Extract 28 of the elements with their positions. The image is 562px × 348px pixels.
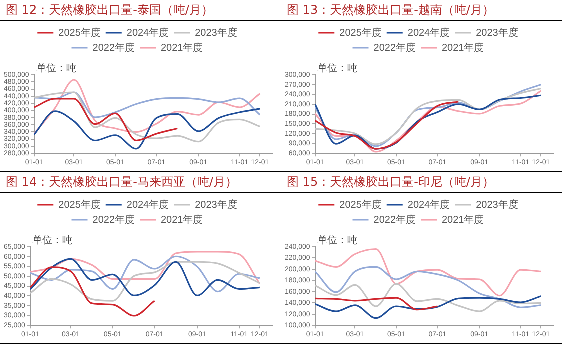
legend-label: 2022年度 xyxy=(92,214,136,226)
legend-label: 2024年度 xyxy=(408,198,450,211)
legend-label: 2021年度 xyxy=(161,42,204,54)
legend-label: 2025年度 xyxy=(340,198,382,211)
chart-title: 图 12：天然橡胶出口量-泰国（吨/月） xyxy=(0,0,281,21)
legend-label: 2025年度 xyxy=(58,26,101,39)
chart-title: 图 13：天然橡胶出口量-越南（吨/月） xyxy=(281,0,562,21)
legend-label: 2024年度 xyxy=(126,26,170,39)
legend-label: 2025年度 xyxy=(340,26,382,39)
text: 单位：吨 xyxy=(36,62,76,75)
legend-label: 2023年度 xyxy=(476,198,518,211)
text: 单位：吨 xyxy=(32,234,72,247)
legend-label: 2024年度 xyxy=(408,26,450,39)
legend-label: 2023年度 xyxy=(195,26,238,39)
legend-label: 2022年度 xyxy=(374,214,416,226)
text: 单位：吨 xyxy=(317,62,358,75)
legend-label: 2021年度 xyxy=(161,214,204,226)
legend-label: 2025年度 xyxy=(58,198,101,211)
legend-label: 2021年度 xyxy=(442,214,484,226)
legend-label: 2024年度 xyxy=(126,198,170,211)
legend-label: 2023年度 xyxy=(195,198,238,211)
chart-title: 图 14：天然橡胶出口量-马来西亚（吨/月） xyxy=(0,172,281,193)
chart-title: 图 15：天然橡胶出口量-印尼（吨/月） xyxy=(281,172,562,193)
legend-label: 2022年度 xyxy=(374,42,416,54)
legend-label: 2022年度 xyxy=(92,42,136,54)
legend-label: 2021年度 xyxy=(442,42,484,54)
legend-label: 2023年度 xyxy=(476,26,518,39)
text: 单位：吨 xyxy=(317,234,358,247)
